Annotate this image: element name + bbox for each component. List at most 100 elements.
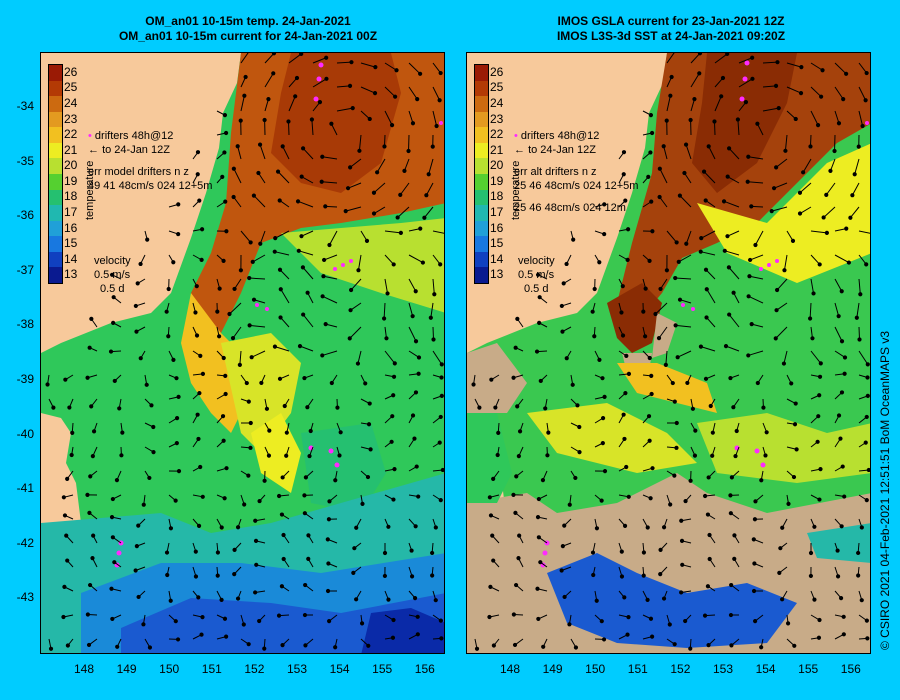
velocity-arrow-head bbox=[220, 414, 226, 419]
velocity-arrow bbox=[322, 295, 338, 304]
velocity-arrow-head bbox=[839, 390, 845, 395]
velocity-arrow-head bbox=[710, 453, 715, 458]
velocity-arrow-head bbox=[815, 439, 820, 444]
x-tick-label: 155 bbox=[798, 662, 819, 676]
velocity-arrow bbox=[856, 302, 860, 318]
velocity-arrow-head bbox=[391, 617, 396, 623]
velocity-arrow-head bbox=[683, 498, 688, 504]
velocity-arrow-head bbox=[721, 199, 727, 204]
velocity-arrow-head bbox=[733, 453, 738, 459]
velocity-arrow-head bbox=[138, 261, 143, 267]
velocity-arrow-head bbox=[670, 380, 675, 386]
velocity-arrow-head bbox=[821, 215, 826, 220]
velocity-arrow-head bbox=[215, 550, 221, 555]
velocity-arrow-head bbox=[368, 447, 373, 452]
velocity-arrow bbox=[408, 62, 421, 75]
velocity-arrow-head bbox=[280, 144, 285, 149]
velocity-arrow bbox=[858, 230, 870, 234]
velocity-arrow-head bbox=[231, 166, 236, 171]
velocity-arrow-head bbox=[375, 170, 380, 175]
velocity-arrow-head bbox=[592, 334, 597, 339]
velocity-arrow-head bbox=[306, 533, 311, 538]
velocity-arrow bbox=[403, 158, 410, 172]
velocity-arrow-head bbox=[706, 475, 711, 480]
velocity-arrow bbox=[302, 267, 314, 280]
velocity-arrow-head bbox=[198, 353, 203, 358]
velocity-arrow-head bbox=[726, 265, 732, 270]
velocity-arrow-head bbox=[335, 405, 340, 410]
velocity-arrow-head bbox=[777, 570, 782, 575]
velocity-arrow-head bbox=[534, 349, 540, 354]
x-tick-label: 151 bbox=[201, 662, 222, 676]
velocity-arrow bbox=[755, 230, 764, 246]
velocity-arrow-head bbox=[90, 556, 95, 561]
right-legend-drifters-line2: to 24-Jan 12Z bbox=[528, 144, 596, 156]
velocity-arrow-head bbox=[818, 361, 823, 366]
velocity-arrow bbox=[703, 171, 716, 184]
velocity-arrow-head bbox=[620, 333, 626, 338]
velocity-arrow-head bbox=[320, 154, 325, 159]
velocity-arrow-head bbox=[200, 615, 205, 620]
velocity-arrow-head bbox=[319, 179, 324, 184]
velocity-arrow-head bbox=[755, 380, 760, 386]
velocity-arrow-head bbox=[832, 148, 837, 154]
colorbar-swatch bbox=[475, 127, 488, 143]
velocity-arrow-head bbox=[284, 430, 289, 435]
velocity-arrow-head bbox=[863, 98, 868, 103]
velocity-arrow-head bbox=[134, 329, 139, 334]
velocity-arrow-head bbox=[619, 549, 624, 554]
velocity-arrow-head bbox=[749, 204, 754, 209]
velocity-arrow-head bbox=[602, 469, 608, 474]
velocity-arrow-head bbox=[491, 558, 496, 563]
velocity-arrow bbox=[251, 350, 266, 358]
colorbar-label: 20 bbox=[64, 158, 78, 173]
velocity-arrow-head bbox=[262, 478, 267, 483]
velocity-arrow-head bbox=[706, 144, 711, 149]
velocity-arrow-head bbox=[673, 323, 678, 328]
velocity-arrow-head bbox=[195, 150, 201, 155]
colorbar-label: 13 bbox=[490, 267, 504, 282]
velocity-arrow bbox=[384, 110, 393, 126]
velocity-arrow-head bbox=[513, 345, 518, 350]
velocity-arrow-head bbox=[320, 353, 325, 358]
velocity-arrow-head bbox=[115, 644, 120, 649]
velocity-arrow-head bbox=[227, 311, 232, 317]
velocity-arrow-head bbox=[232, 286, 237, 292]
velocity-arrow-head bbox=[389, 123, 395, 128]
velocity-arrow-head bbox=[672, 473, 677, 478]
velocity-arrow-head bbox=[699, 236, 704, 241]
velocity-arrow-head bbox=[258, 241, 263, 246]
velocity-arrow-head bbox=[366, 422, 372, 427]
colorbar-swatch bbox=[475, 96, 488, 112]
colorbar-swatch bbox=[49, 127, 62, 143]
velocity-arrow bbox=[336, 61, 352, 64]
velocity-arrow-head bbox=[327, 619, 332, 624]
velocity-arrow-head bbox=[196, 595, 201, 600]
velocity-arrow-head bbox=[702, 613, 708, 618]
velocity-arrow-head bbox=[775, 60, 780, 65]
velocity-arrow-head bbox=[643, 286, 648, 291]
velocity-arrow-head bbox=[237, 362, 242, 367]
velocity-arrow-head bbox=[672, 399, 677, 404]
velocity-arrow bbox=[232, 326, 242, 339]
velocity-arrow-head bbox=[759, 478, 764, 483]
left-title-line1: OM_an01 10-15m temp. 24-Jan-2021 bbox=[145, 14, 351, 28]
velocity-arrow-head bbox=[794, 447, 799, 452]
velocity-arrow bbox=[384, 350, 396, 364]
velocity-arrow-head bbox=[246, 642, 251, 647]
velocity-arrow-head bbox=[812, 597, 817, 602]
velocity-arrow-head bbox=[781, 361, 787, 366]
velocity-arrow bbox=[360, 86, 376, 94]
velocity-arrow bbox=[783, 254, 788, 271]
velocity-arrow-head bbox=[673, 275, 678, 281]
velocity-arrow-head bbox=[600, 441, 605, 446]
velocity-arrow-head bbox=[389, 439, 394, 444]
velocity-arrow-head bbox=[567, 622, 572, 627]
velocity-arrow-head bbox=[622, 595, 627, 600]
velocity-arrow-head bbox=[64, 533, 69, 538]
velocity-arrow bbox=[428, 158, 434, 175]
velocity-arrow-head bbox=[302, 511, 307, 516]
velocity-arrow bbox=[655, 302, 668, 315]
velocity-arrow-head bbox=[778, 546, 783, 551]
velocity-arrow bbox=[728, 267, 740, 280]
